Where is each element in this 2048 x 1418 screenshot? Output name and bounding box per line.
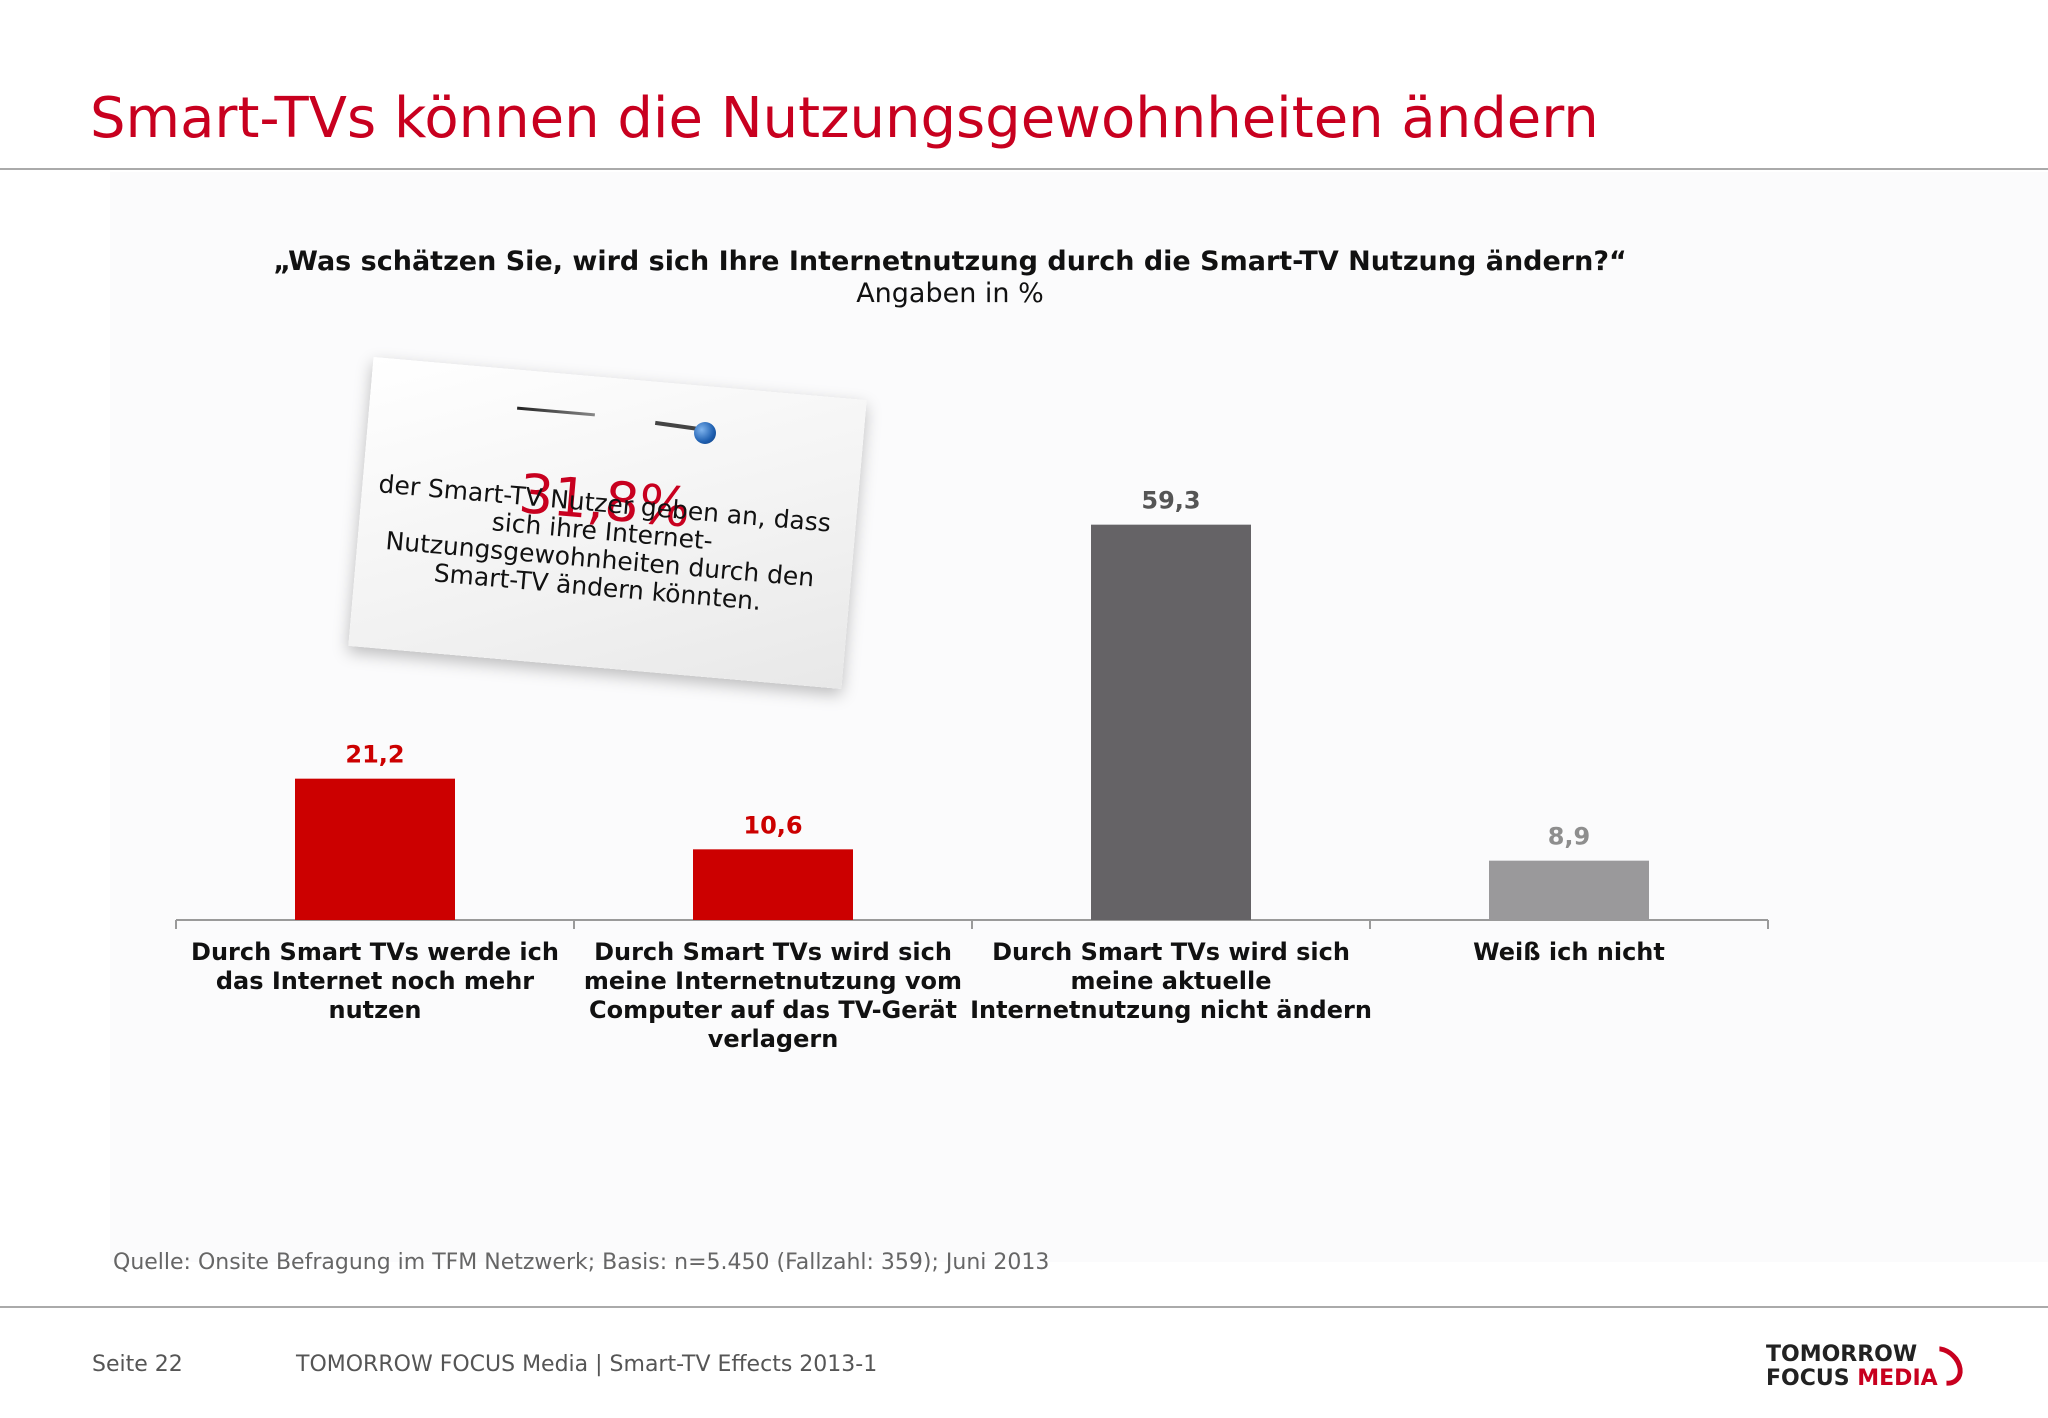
data-label: 8,9 — [1548, 823, 1591, 851]
category-label: nutzen — [329, 996, 422, 1024]
category-label: das Internet noch mehr — [216, 967, 534, 995]
data-label: 59,3 — [1141, 487, 1200, 515]
bar — [295, 778, 455, 920]
footer-divider — [0, 1306, 2048, 1308]
company-logo: TOMORROW FOCUS MEDIA — [1766, 1338, 1971, 1394]
content-background — [110, 172, 2048, 1262]
footer-text: TOMORROW FOCUS Media | Smart-TV Effects … — [296, 1352, 878, 1377]
category-label: Internetnutzung nicht ändern — [970, 996, 1372, 1024]
page-number: Seite 22 — [92, 1352, 183, 1377]
chart-unit-note: Angaben in % — [856, 278, 1044, 309]
chart-question: „Was schätzen Sie, wird sich Ihre Intern… — [273, 246, 1627, 277]
data-label: 21,2 — [345, 741, 404, 769]
category-label: Weiß ich nicht — [1473, 938, 1665, 966]
title-divider — [0, 168, 2048, 170]
logo-line2: FOCUS MEDIA — [1766, 1366, 1938, 1391]
category-label: Durch Smart TVs werde ich — [191, 938, 559, 966]
bar — [693, 849, 853, 920]
pushpin-icon — [694, 422, 716, 444]
category-label: meine aktuelle — [1071, 967, 1272, 995]
logo-focus: FOCUS — [1766, 1366, 1850, 1391]
data-label: 10,6 — [743, 811, 802, 839]
category-label: Durch Smart TVs wird sich — [594, 938, 952, 966]
logo-media: MEDIA — [1857, 1366, 1938, 1391]
source-note: Quelle: Onsite Befragung im TFM Netzwerk… — [113, 1250, 1050, 1275]
bar — [1489, 860, 1649, 920]
slide-title: Smart-TVs können die Nutzungsgewohnheite… — [90, 86, 1599, 151]
category-label: meine Internetnutzung vom — [584, 967, 962, 995]
category-label: Durch Smart TVs wird sich — [992, 938, 1350, 966]
category-label: verlagern — [708, 1025, 839, 1053]
category-label: Computer auf das TV-Gerät — [589, 996, 957, 1024]
bar — [1091, 524, 1251, 920]
logo-line1: TOMORROW — [1766, 1342, 1918, 1367]
